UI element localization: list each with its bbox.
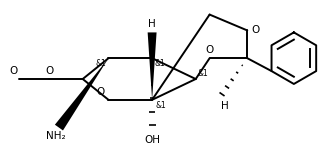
Text: H: H <box>221 101 229 111</box>
Polygon shape <box>148 32 156 100</box>
Text: &1: &1 <box>155 101 166 110</box>
Text: NH₂: NH₂ <box>46 131 66 141</box>
Text: &1: &1 <box>96 59 107 68</box>
Text: O: O <box>205 45 214 55</box>
Text: &1: &1 <box>154 59 165 68</box>
Text: O: O <box>45 66 53 76</box>
Text: O: O <box>251 25 259 35</box>
Text: H: H <box>148 19 156 29</box>
Text: O: O <box>9 66 17 76</box>
Polygon shape <box>55 58 109 130</box>
Text: &1: &1 <box>198 69 209 78</box>
Text: O: O <box>96 87 105 97</box>
Text: OH: OH <box>144 135 160 145</box>
